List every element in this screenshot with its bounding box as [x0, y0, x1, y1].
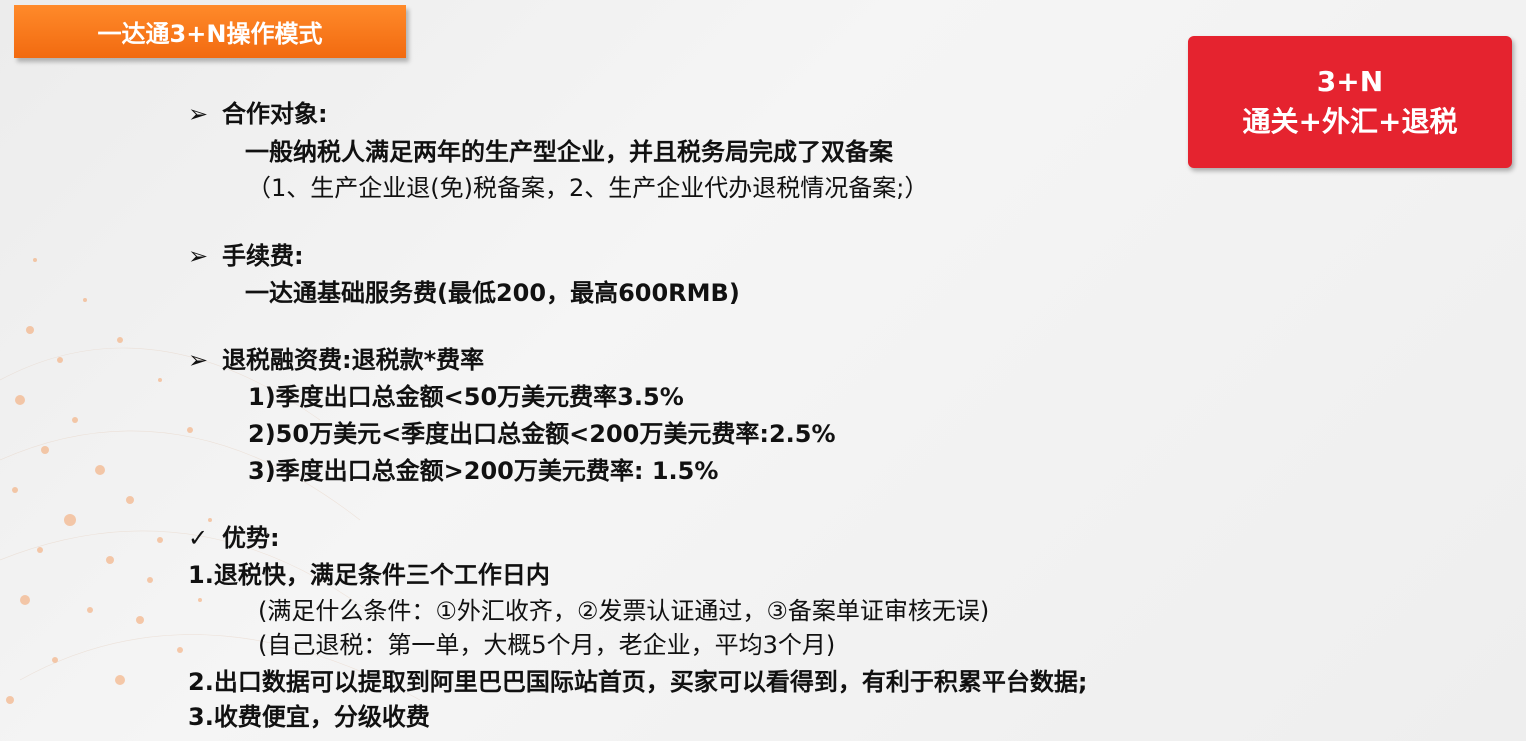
- advantages-heading-row: ✓ 优势:: [188, 522, 280, 554]
- advantage-item-1-sub-1: (满足什么条件：①外汇收齐，②发票认证通过，③备案单证审核无误): [258, 597, 990, 625]
- financing-heading-row: ➢ 退税融资费:退税款*费率: [188, 344, 484, 376]
- advantage-item-1: 1.退税快，满足条件三个工作日内: [188, 561, 550, 589]
- partner-line-2: （1、生产企业退(免)税备案，2、生产企业代办退税情况备案;）: [247, 174, 929, 202]
- fee-heading-row: ➢ 手续费:: [188, 240, 304, 272]
- partner-heading: 合作对象:: [222, 100, 328, 128]
- arrow-bullet-icon: ➢: [188, 100, 209, 128]
- slide-title: 一达通3+N操作模式: [14, 5, 406, 58]
- advantages-heading: 优势:: [222, 524, 280, 552]
- advantage-item-2: 2.出口数据可以提取到阿里巴巴国际站首页，买家可以看得到，有利于积累平台数据;: [188, 668, 1088, 696]
- partner-heading-row: ➢ 合作对象:: [188, 98, 328, 130]
- financing-item-1: 1)季度出口总金额<50万美元费率3.5%: [248, 383, 684, 411]
- advantage-item-1-sub-2: (自己退税：第一单，大概5个月，老企业，平均3个月): [258, 631, 836, 659]
- financing-item-2: 2)50万美元<季度出口总金额<200万美元费率:2.5%: [248, 420, 836, 448]
- partner-line-1: 一般纳税人满足两年的生产型企业，并且税务局完成了双备案: [245, 138, 893, 166]
- mode-badge: 3+N 通关+外汇+退税: [1188, 36, 1512, 168]
- arrow-bullet-icon: ➢: [188, 242, 209, 270]
- arrow-bullet-icon: ➢: [188, 346, 209, 374]
- badge-line-1: 3+N: [1316, 65, 1384, 98]
- advantage-item-3: 3.收费便宜，分级收费: [188, 703, 430, 731]
- badge-line-2: 通关+外汇+退税: [1242, 105, 1458, 138]
- check-bullet-icon: ✓: [188, 524, 209, 552]
- fee-heading: 手续费:: [222, 242, 304, 270]
- financing-item-3: 3)季度出口总金额>200万美元费率: 1.5%: [248, 457, 719, 485]
- fee-line-1: 一达通基础服务费(最低200，最高600RMB): [245, 279, 740, 307]
- financing-heading: 退税融资费:退税款*费率: [222, 346, 485, 374]
